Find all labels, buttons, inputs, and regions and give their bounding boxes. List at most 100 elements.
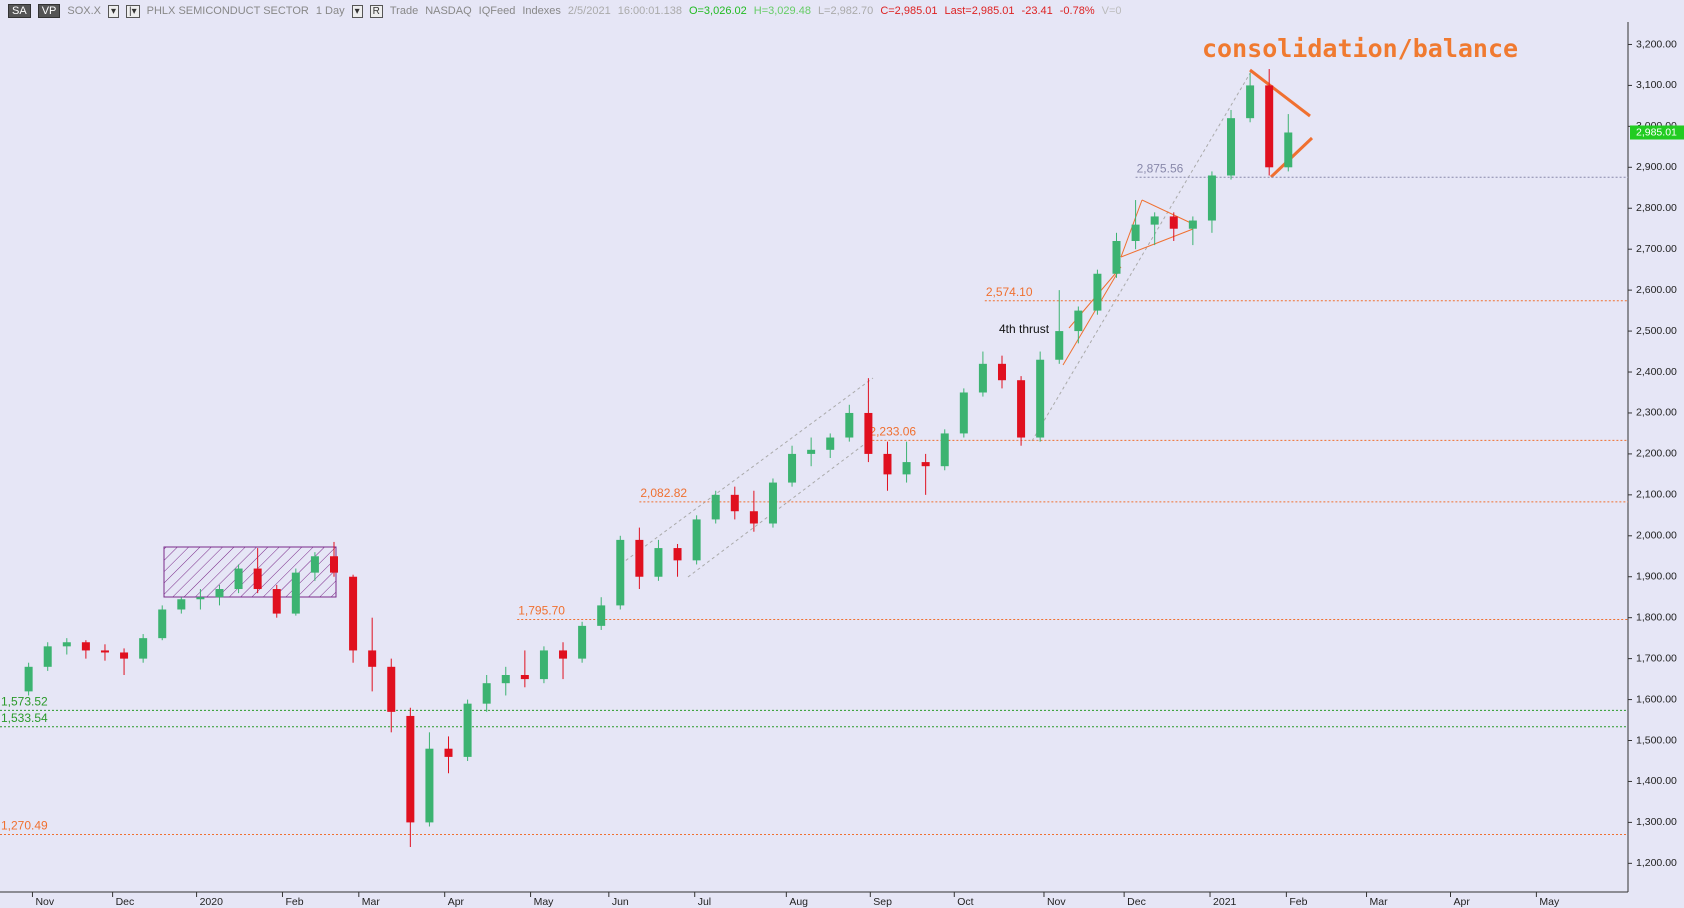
open: O=3,026.02 [688,5,747,17]
candle-body [463,703,472,757]
candle-body [826,437,835,450]
level-label: 1,270.49 [1,819,48,833]
x-tick-label: 2021 [1213,896,1237,908]
candle-body [24,666,33,692]
low: L=2,982.70 [817,5,874,17]
button[interactable]: SA [8,4,31,18]
candle-body [654,548,663,577]
level-label: 1,795.70 [518,604,565,618]
toolbar: SA VP SOX.X ▾ |▾ PHLX SEMICONDUCT SECTOR… [0,0,1684,22]
x-tick-label: Jul [698,896,711,908]
candle-body [578,625,587,659]
range-box [163,546,337,598]
time: 16:00:01.138 [617,5,682,17]
y-tick-label: 2,200.00 [1636,448,1677,460]
y-tick-label: 2,400.00 [1636,366,1677,378]
level-label: 2,233.06 [869,425,916,439]
candle-body [406,715,415,823]
candle-body [1150,216,1159,225]
candle-body [730,494,739,512]
candle-body [139,638,148,659]
change: -23.41 [1021,5,1053,17]
candle-body [1112,241,1121,274]
volume: V=0 [1101,5,1122,17]
candle-body [788,453,797,483]
candle-body [692,519,701,561]
x-tick-label: 2020 [200,896,224,908]
candle-body [1227,118,1236,176]
candle-body [310,556,319,573]
change-pct: -0.78% [1059,5,1095,17]
y-tick-label: 3,100.00 [1636,79,1677,91]
candle-body [845,412,854,438]
field: Indexes [522,5,561,17]
level-label: 2,574.10 [986,285,1033,299]
y-tick-label: 3,200.00 [1636,38,1677,50]
candle-body [673,548,682,561]
last-price-tag [1630,125,1684,140]
candle-body [1169,216,1178,229]
x-tick-label: Feb [1289,896,1307,908]
candle-body [100,650,109,653]
candle-body [864,412,873,454]
y-tick-label: 1,500.00 [1636,734,1677,746]
candle-body [768,482,777,524]
y-tick-label: 1,800.00 [1636,611,1677,623]
candle-body [272,589,281,614]
candle-body [482,683,491,704]
candle-body [921,462,930,467]
field: IQFeed [478,5,516,17]
candle-body [43,646,52,667]
y-tick-label: 2,100.00 [1636,489,1677,501]
candle-body [387,666,396,712]
y-tick-label: 1,300.00 [1636,816,1677,828]
candle-body [997,363,1006,381]
x-tick-label: Oct [957,896,973,908]
candle-body [940,433,949,467]
candle-body [807,449,816,454]
candle-body [978,363,987,393]
y-tick-label: 2,900.00 [1636,161,1677,173]
candle-body [902,462,911,475]
button[interactable]: VP [37,4,61,18]
x-tick-label: Feb [285,896,303,908]
candle-body [425,748,434,823]
candle-body [158,609,167,639]
candle-body [1074,310,1083,332]
level-label: 2,082.82 [640,486,687,500]
dropdown[interactable]: |▾ [126,4,140,18]
y-tick-label: 2,300.00 [1636,407,1677,419]
candle-body [635,539,644,577]
x-tick-label: Mar [362,896,381,908]
candle-body [539,650,548,680]
x-tick-label: Dec [116,896,135,908]
candle-body [1036,359,1045,438]
symbol-name: PHLX SEMICONDUCT SECTOR [146,5,309,17]
field: Trade [389,5,419,17]
candle-body [349,576,358,651]
x-tick-label: May [1539,896,1560,908]
dropdown[interactable]: ▾ [351,4,363,18]
y-tick-label: 2,700.00 [1636,243,1677,255]
candle-body [616,539,625,606]
candle-body [368,650,377,667]
patterns [1062,68,1314,366]
button[interactable]: R [369,4,383,18]
symbol[interactable]: SOX.X [67,5,101,17]
candle-body [1246,85,1255,119]
y-tick-label: 1,700.00 [1636,652,1677,664]
candle-body [1093,273,1102,311]
x-tick-label: May [534,896,555,908]
candle-body [1017,380,1026,438]
candle-body [329,556,338,573]
candle-body [1131,224,1140,241]
field: NASDAQ [425,5,472,17]
dropdown[interactable]: ▾ [108,4,120,18]
level-label: 2,875.56 [1137,161,1184,175]
y-tick-label: 2,500.00 [1636,325,1677,337]
interval[interactable]: 1 Day [315,5,345,17]
x-tick-label: Apr [448,896,465,908]
candle-body [81,642,90,651]
